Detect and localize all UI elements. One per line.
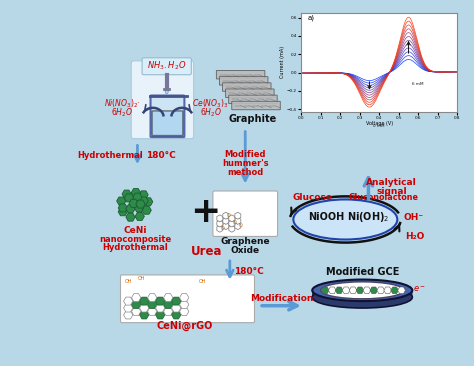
FancyBboxPatch shape xyxy=(152,111,183,135)
Text: Oxide: Oxide xyxy=(231,246,260,255)
Text: $Ni(NO_3)_2·$: $Ni(NO_3)_2·$ xyxy=(104,98,140,110)
Ellipse shape xyxy=(165,90,168,94)
FancyBboxPatch shape xyxy=(232,101,280,110)
Text: O: O xyxy=(233,220,237,225)
Ellipse shape xyxy=(312,281,412,303)
Text: 0 mM: 0 mM xyxy=(374,124,385,128)
Text: CeNi@rGO: CeNi@rGO xyxy=(157,321,213,331)
FancyBboxPatch shape xyxy=(142,58,191,75)
Text: hummer's: hummer's xyxy=(222,159,269,168)
FancyBboxPatch shape xyxy=(216,71,265,79)
Text: 180°C: 180°C xyxy=(146,151,175,160)
Text: +: + xyxy=(190,195,220,229)
Ellipse shape xyxy=(312,286,412,307)
FancyBboxPatch shape xyxy=(222,83,271,91)
Ellipse shape xyxy=(321,282,404,299)
Text: 180°C: 180°C xyxy=(234,266,264,276)
FancyBboxPatch shape xyxy=(213,191,278,236)
Text: OH: OH xyxy=(125,279,132,284)
Text: NiOOH: NiOOH xyxy=(308,212,344,222)
Y-axis label: Current (mA): Current (mA) xyxy=(281,46,285,78)
Ellipse shape xyxy=(312,280,412,301)
Text: Modified GCE: Modified GCE xyxy=(326,267,399,277)
Ellipse shape xyxy=(312,283,412,305)
Text: a): a) xyxy=(307,15,314,21)
Text: OH: OH xyxy=(199,279,207,284)
Text: OH: OH xyxy=(137,276,145,281)
Text: O: O xyxy=(227,213,231,217)
Text: Analytical: Analytical xyxy=(366,178,417,187)
Text: $6H_2O$: $6H_2O$ xyxy=(111,107,133,119)
FancyBboxPatch shape xyxy=(54,37,432,333)
Text: Hydrothermal: Hydrothermal xyxy=(102,243,168,253)
Text: OH⁻: OH⁻ xyxy=(403,213,423,222)
Text: CeNi: CeNi xyxy=(123,226,147,235)
Text: method: method xyxy=(227,168,264,177)
X-axis label: Voltage (V): Voltage (V) xyxy=(365,121,393,126)
Text: Gluconolactone: Gluconolactone xyxy=(349,193,419,202)
FancyBboxPatch shape xyxy=(131,61,194,139)
Ellipse shape xyxy=(312,285,412,306)
FancyBboxPatch shape xyxy=(226,89,274,97)
Text: O: O xyxy=(239,223,243,228)
Text: Hydrothermal: Hydrothermal xyxy=(77,151,143,160)
Text: Modified: Modified xyxy=(225,150,266,158)
Text: Graphite: Graphite xyxy=(229,113,277,124)
Ellipse shape xyxy=(312,282,412,303)
Text: Graphene: Graphene xyxy=(220,237,270,246)
Ellipse shape xyxy=(312,284,412,306)
Text: $e^-$: $e^-$ xyxy=(413,284,426,294)
Ellipse shape xyxy=(312,283,412,304)
Text: 6 mM: 6 mM xyxy=(412,82,424,86)
Ellipse shape xyxy=(312,280,412,301)
Text: Glucose: Glucose xyxy=(293,193,333,202)
Text: H₂O: H₂O xyxy=(405,232,424,241)
FancyBboxPatch shape xyxy=(228,95,277,104)
Text: nanocomposite: nanocomposite xyxy=(99,235,171,244)
Text: $Ce(NO_3)_3$: $Ce(NO_3)_3$ xyxy=(192,98,229,110)
Text: $NH_3.H_2O$: $NH_3.H_2O$ xyxy=(147,60,186,72)
Text: Ni(OH)$_2$: Ni(OH)$_2$ xyxy=(347,210,390,224)
FancyBboxPatch shape xyxy=(151,96,184,137)
Text: Urea: Urea xyxy=(191,245,222,258)
Ellipse shape xyxy=(312,280,412,302)
Text: $6H_2O$: $6H_2O$ xyxy=(200,107,221,119)
Text: Modification: Modification xyxy=(250,294,313,303)
Ellipse shape xyxy=(312,287,412,308)
Text: signal: signal xyxy=(376,187,407,196)
Ellipse shape xyxy=(293,199,397,239)
FancyBboxPatch shape xyxy=(120,275,255,323)
Text: O: O xyxy=(221,225,225,231)
FancyBboxPatch shape xyxy=(219,76,268,85)
